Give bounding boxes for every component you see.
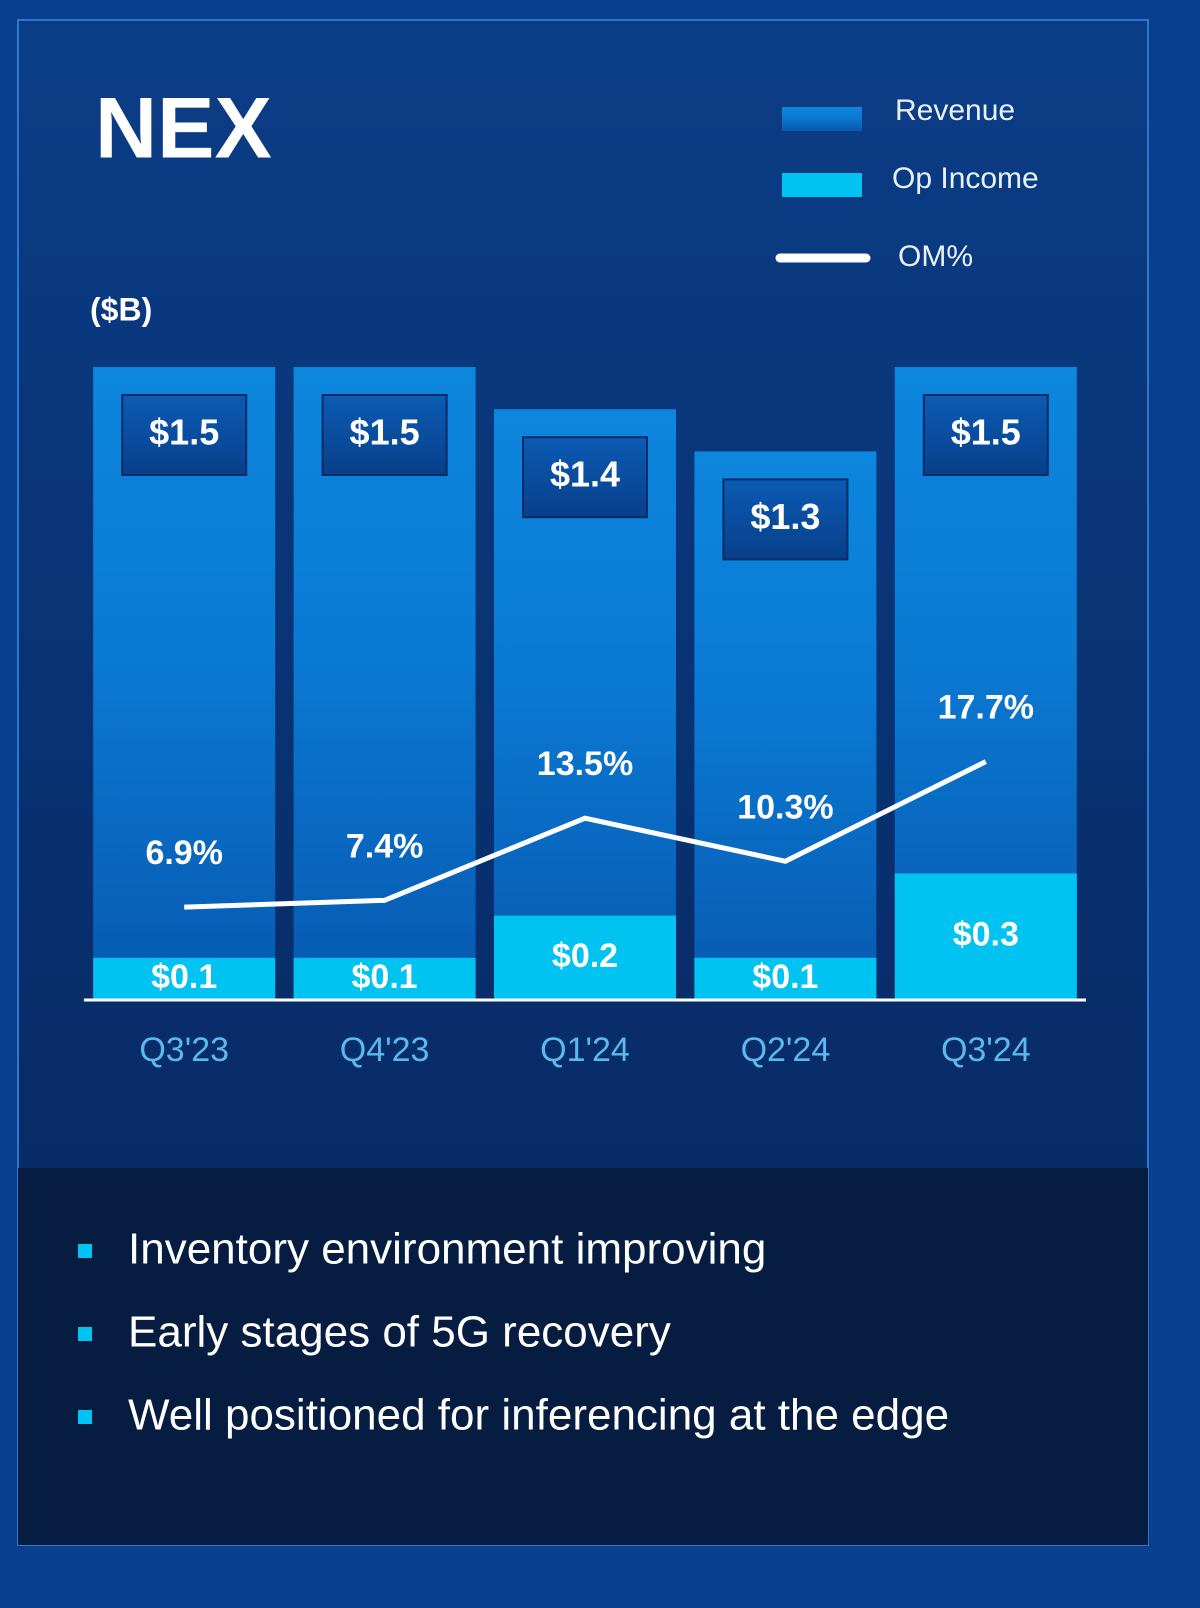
value-label: $0.1: [352, 958, 418, 996]
line-value-label: 13.5%: [537, 745, 633, 783]
value-label-box: [522, 436, 648, 519]
value-label: $1.4: [550, 454, 620, 495]
value-label: $0.1: [151, 958, 217, 996]
x-tick-label: Q1'24: [540, 1031, 630, 1069]
bar: [694, 957, 877, 1000]
line-value-label: 6.9%: [145, 834, 223, 872]
plot: $1.5 $1.5 $1.4 $1.3 $1.5 $0.1 $0.1 $0.2 $0.1 $0.3…: [84, 94, 1086, 1069]
value-label-box: [121, 394, 248, 476]
bullet-text: Early stages of 5G recovery: [128, 1308, 671, 1357]
line-value-label: 17.7%: [938, 689, 1034, 727]
bullet-panel: [18, 1168, 1148, 1545]
value-label: $1.5: [350, 412, 420, 453]
value-label-box: [722, 478, 849, 561]
value-label: $0.2: [552, 937, 618, 975]
bullet-marker: [78, 1244, 92, 1258]
value-label: $0.1: [752, 958, 818, 996]
value-label: $1.5: [149, 412, 219, 453]
legend-label: OM%: [898, 240, 973, 273]
bar: [93, 957, 276, 1000]
bar: [894, 873, 1077, 1000]
legend-label: Op Income: [892, 162, 1039, 195]
chart-title: NEX: [95, 81, 272, 177]
x-tick-label: Q2'24: [741, 1031, 831, 1069]
bullet-text: Inventory environment improving: [128, 1225, 766, 1274]
value-label: $1.5: [951, 412, 1021, 453]
legend-swatch: [782, 173, 862, 197]
bullet-text: Well positioned for inferencing at the e…: [128, 1391, 949, 1440]
bullet-marker: [78, 1410, 92, 1424]
unit-label: ($B): [90, 291, 152, 327]
line-value-label: 7.4%: [346, 827, 424, 865]
value-label: $1.3: [750, 496, 820, 537]
bar: [293, 957, 476, 1000]
x-tick-label: Q3'23: [139, 1031, 229, 1069]
value-label-box: [321, 394, 448, 476]
line-value-label: 10.3%: [737, 788, 833, 826]
line: [184, 759, 987, 910]
legend-label: Revenue: [895, 94, 1015, 127]
x-tick-label: Q4'23: [340, 1031, 430, 1069]
legend-swatch: [782, 107, 862, 131]
bullet-marker: [78, 1327, 92, 1341]
value-label: $0.3: [953, 916, 1019, 954]
x-tick-label: Q3'24: [941, 1031, 1031, 1069]
bar: [494, 915, 676, 1000]
value-label-box: [922, 394, 1049, 476]
